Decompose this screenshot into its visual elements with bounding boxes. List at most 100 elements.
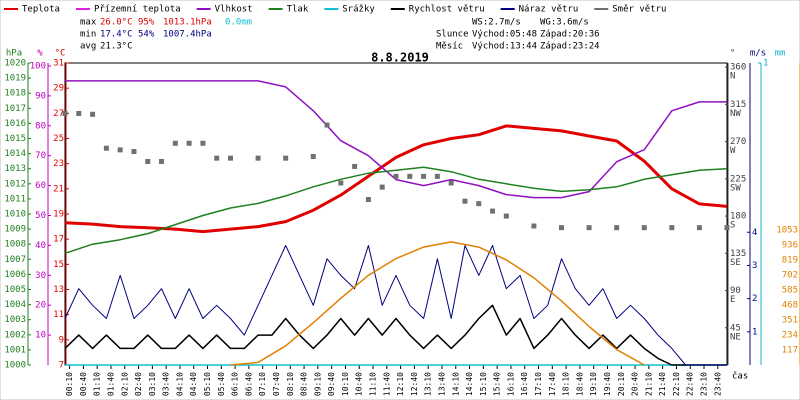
y-tick-label: 351 (782, 316, 798, 326)
direction-point (641, 225, 647, 231)
x-tick-label: 19:10 (589, 372, 598, 396)
direction-point (559, 225, 564, 231)
direction-point (490, 208, 496, 214)
tick-name: N (730, 72, 735, 82)
x-tick-label: 13:10 (424, 372, 433, 396)
y-tick-label: 1014 (4, 149, 26, 159)
y-tick-label: 702 (782, 271, 798, 281)
y-tick-label: 11 (53, 310, 64, 320)
x-tick-label: 00:10 (65, 372, 74, 396)
y-tick-label: 585 (782, 286, 798, 296)
legend-label: Tlak (287, 5, 309, 15)
y-tick-label: 90 (730, 286, 741, 296)
y-tick-label: 40 (35, 241, 46, 251)
legend-label: Přízemní teplota (94, 5, 181, 15)
stat-value: 17.4°C (100, 30, 133, 40)
y-tick-label: 1000 (4, 361, 26, 371)
y-tick-label: 15 (53, 260, 64, 270)
x-tick-label: 09:40 (327, 372, 336, 396)
stat-value: 0.0mm (225, 18, 252, 28)
y-tick-label: 270 (730, 137, 746, 147)
direction-point (352, 163, 358, 169)
y-tick-label: 30 (35, 271, 46, 281)
y-tick-label: 50 (35, 211, 46, 221)
info-text: WS:2.7m/s (472, 18, 521, 28)
y-tick-label: 70 (35, 151, 46, 161)
y-tick-label: 1019 (4, 74, 26, 84)
direction-point (131, 149, 137, 155)
y-tick-label: 1008 (4, 240, 26, 250)
tick-name: SW (730, 183, 741, 193)
series-line (65, 80, 727, 199)
y-tick-label: 1003 (4, 315, 26, 325)
x-tick-label: 16:10 (506, 372, 515, 396)
y-tick-label: 100 (30, 61, 46, 71)
stat-label: avg (80, 42, 96, 52)
y-tick-label: 1053 (776, 226, 798, 236)
x-tick-label: 23:40 (713, 372, 722, 396)
x-tick-label: 02:10 (120, 372, 129, 396)
x-tick-label: 10:10 (341, 372, 350, 396)
legend-label: Vlhkost (215, 5, 253, 15)
legend-label: Srážky (342, 5, 375, 15)
x-tick-label: 02:40 (134, 372, 143, 396)
x-tick-label: 06:10 (231, 372, 240, 396)
tick-name: SE (730, 258, 741, 268)
legend-label: Rychlost větru (409, 5, 485, 15)
direction-point (586, 225, 592, 231)
y-tick-label: 2 (752, 294, 757, 304)
x-tick-label: 14:40 (465, 372, 474, 396)
y-tick-label: 80 (35, 121, 46, 131)
axis-unit: hPa (6, 49, 22, 59)
x-tick-label: 22:10 (672, 372, 681, 396)
direction-point (200, 140, 206, 146)
direction-point (103, 145, 109, 151)
info-text: Západ:23:24 (540, 42, 600, 52)
y-tick-label: 1016 (4, 119, 26, 129)
direction-point (614, 225, 620, 231)
stat-label: max (80, 18, 97, 28)
y-tick-label: 1020 (4, 59, 26, 69)
x-tick-label: 22:40 (686, 372, 695, 396)
y-tick-label: 1002 (4, 330, 26, 340)
x-tick-label: 01:40 (106, 372, 115, 396)
direction-point (407, 173, 413, 179)
direction-point (503, 213, 509, 219)
x-tick-label: 05:10 (203, 372, 212, 396)
y-tick-label: 1010 (4, 210, 26, 220)
tick-name: E (730, 295, 735, 305)
y-tick-label: 1012 (4, 179, 26, 189)
y-tick-label: 27 (53, 109, 64, 119)
x-tick-label: 21:10 (644, 372, 653, 396)
y-tick-label: 9 (59, 335, 64, 345)
tick-name: NW (730, 109, 741, 119)
y-tick-label: 1013 (4, 164, 26, 174)
y-tick-label: 1009 (4, 225, 26, 235)
legend-label: Směr větru (612, 5, 666, 15)
x-tick-label: 14:10 (451, 372, 460, 396)
x-tick-label: 15:40 (493, 372, 502, 396)
direction-point (76, 110, 82, 116)
x-tick-label: 05:40 (217, 372, 226, 396)
y-tick-label: 1015 (4, 134, 26, 144)
x-tick-label: 04:10 (175, 372, 184, 396)
y-tick-label: 1011 (4, 194, 26, 204)
direction-point (145, 158, 151, 164)
info-text: Měsíc (436, 42, 463, 52)
x-tick-label: 18:40 (575, 372, 584, 396)
y-tick-label: 180 (730, 212, 746, 222)
tick-name: NE (730, 332, 741, 342)
y-tick-label: 13 (53, 285, 64, 295)
y-tick-label: 819 (782, 256, 798, 266)
info-text: Východ:05:48 (472, 30, 537, 40)
y-tick-label: 29 (53, 84, 64, 94)
x-tick-label: 08:40 (300, 372, 309, 396)
x-tick-label: 19:40 (603, 372, 612, 396)
x-tick-label: 21:40 (658, 372, 667, 396)
y-tick-label: 25 (53, 134, 64, 144)
x-tick-label: 15:10 (479, 372, 488, 396)
direction-point (90, 111, 96, 117)
tick-name: W (730, 146, 736, 156)
axis-unit: % (37, 49, 43, 59)
